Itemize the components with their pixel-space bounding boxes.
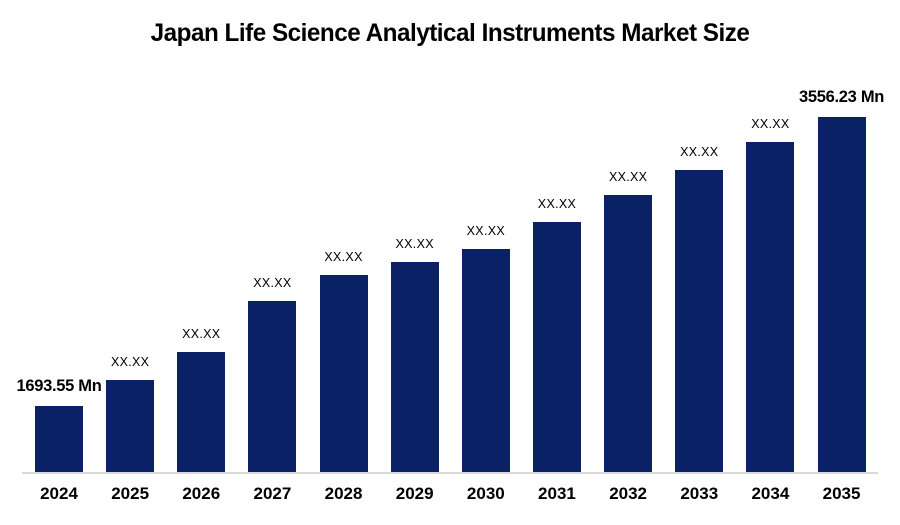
x-axis-label-2030: 2030 bbox=[466, 484, 505, 503]
bar-2027 bbox=[248, 301, 297, 472]
bar-2031 bbox=[532, 222, 581, 472]
x-axis-label-2032: 2032 bbox=[609, 484, 648, 503]
x-axis-label-2026: 2026 bbox=[182, 484, 221, 503]
x-axis-label-2033: 2033 bbox=[680, 484, 719, 503]
x-axis-label-2025: 2025 bbox=[111, 484, 150, 503]
bar-value-label-2026: XX.XX bbox=[182, 327, 221, 341]
bar-value-label-2030: XX.XX bbox=[466, 224, 505, 238]
bar-value-label-2029: XX.XX bbox=[395, 237, 434, 251]
chart-title: Japan Life Science Analytical Instrument… bbox=[150, 19, 750, 47]
bar-2035 bbox=[817, 117, 866, 472]
bar-2034 bbox=[746, 142, 795, 472]
bar-value-label-2025: XX.XX bbox=[110, 355, 150, 369]
bar-value-label-2034: XX.XX bbox=[751, 117, 790, 131]
bar-value-label-2031: XX.XX bbox=[537, 197, 577, 211]
bar-2029 bbox=[390, 262, 439, 472]
bar-2028 bbox=[319, 275, 368, 472]
bar-value-label-2035: 3556.23 Mn bbox=[799, 88, 885, 106]
bar-value-label-2024: 1693.55 Mn bbox=[16, 377, 102, 395]
x-axis-label-2031: 2031 bbox=[538, 484, 576, 503]
bar-2026 bbox=[177, 352, 226, 472]
x-axis-line bbox=[22, 472, 878, 474]
x-axis-label-2024: 2024 bbox=[40, 484, 78, 503]
x-axis-label-2028: 2028 bbox=[324, 484, 363, 503]
bar-value-label-2032: XX.XX bbox=[608, 170, 648, 184]
x-axis-label-2029: 2029 bbox=[395, 484, 434, 503]
bar-2024 bbox=[35, 406, 83, 472]
bar-2032 bbox=[604, 195, 653, 472]
x-axis-label-2034: 2034 bbox=[751, 484, 790, 503]
bar-2033 bbox=[675, 170, 724, 472]
bar-value-label-2033: XX.XX bbox=[680, 145, 719, 159]
x-axis-label-2027: 2027 bbox=[253, 484, 292, 503]
bar-value-label-2028: XX.XX bbox=[324, 250, 363, 264]
bar-2030 bbox=[461, 249, 510, 472]
bar-value-label-2027: XX.XX bbox=[253, 276, 292, 290]
bar-2025 bbox=[106, 380, 155, 472]
x-axis-label-2035: 2035 bbox=[822, 484, 861, 503]
